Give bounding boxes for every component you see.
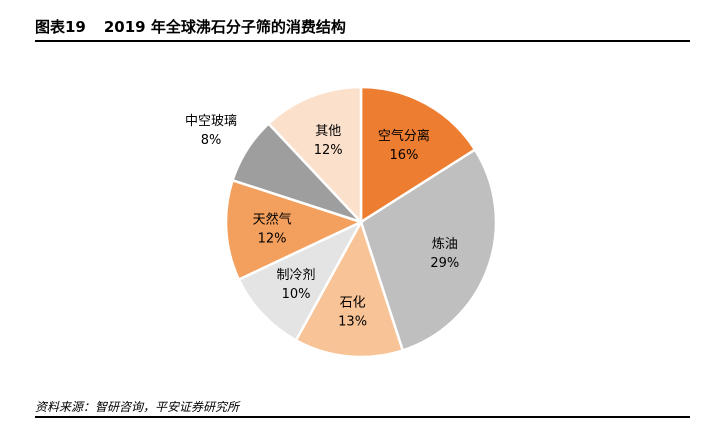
figure-number: 图表19 [35,18,86,36]
pie-slice-4 [224,178,365,282]
slice-label-5: 中空玻璃 [185,114,237,129]
slice-value-3: 10% [282,287,311,302]
slice-value-2: 13% [338,315,367,330]
slice-value-0: 16% [389,148,418,163]
slice-label-3: 制冷剂 [277,268,316,283]
pie-slice-3 [237,219,364,342]
figure-title: 图表19 2019 年全球沸石分子筛的消费结构 [35,16,346,37]
pie-slice-6 [266,85,363,226]
figure-title-text: 2019 年全球沸石分子筛的消费结构 [103,18,346,36]
slice-label-4: 天然气 [253,212,292,228]
source-footer: 资料来源：智研咨询，平安证券研究所 [35,398,690,418]
slice-label-6: 其他 [315,124,341,139]
slice-value-1: 29% [430,256,459,271]
figure-header: 图表19 2019 年全球沸石分子筛的消费结构 [35,14,690,42]
pie-slice-2 [294,218,405,359]
source-text: 资料来源：智研咨询，平安证券研究所 [35,400,240,414]
pie-slice-1 [359,147,498,352]
slice-label-1: 炼油 [432,237,458,252]
slice-value-6: 12% [314,143,343,158]
slice-value-4: 12% [258,232,287,247]
slice-label-2: 石化 [340,296,366,311]
pie-slice-0 [359,85,477,225]
slice-value-5: 8% [201,133,222,148]
slice-label-0: 空气分离 [378,128,430,144]
